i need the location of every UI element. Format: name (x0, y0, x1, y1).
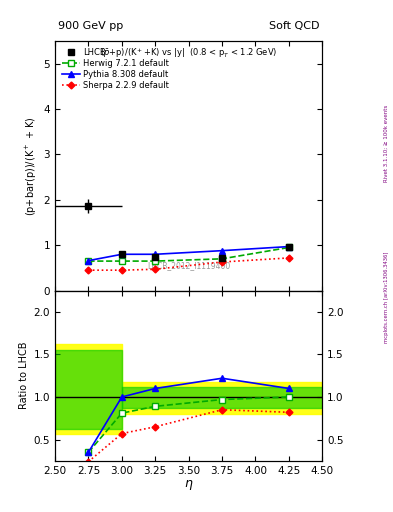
Text: ($\bar{p}$+p)/(K$^+$+K) vs |y|  (0.8 < p$_T$ < 1.2 GeV): ($\bar{p}$+p)/(K$^+$+K) vs |y| (0.8 < p$… (100, 46, 277, 60)
Text: LHCB_2012_I1119400: LHCB_2012_I1119400 (147, 261, 230, 270)
Text: mcplots.cern.ch [arXiv:1306.3436]: mcplots.cern.ch [arXiv:1306.3436] (384, 251, 389, 343)
Text: 900 GeV pp: 900 GeV pp (58, 21, 123, 31)
Legend: LHCB, Herwig 7.2.1 default, Pythia 8.308 default, Sherpa 2.2.9 default: LHCB, Herwig 7.2.1 default, Pythia 8.308… (59, 45, 172, 92)
Text: Rivet 3.1.10; ≥ 100k events: Rivet 3.1.10; ≥ 100k events (384, 105, 389, 182)
Text: Soft QCD: Soft QCD (269, 21, 320, 31)
Y-axis label: Ratio to LHCB: Ratio to LHCB (19, 342, 29, 410)
Y-axis label: (p+bar(p))/(K$^+$ + K): (p+bar(p))/(K$^+$ + K) (24, 116, 39, 216)
X-axis label: $\eta$: $\eta$ (184, 478, 193, 493)
